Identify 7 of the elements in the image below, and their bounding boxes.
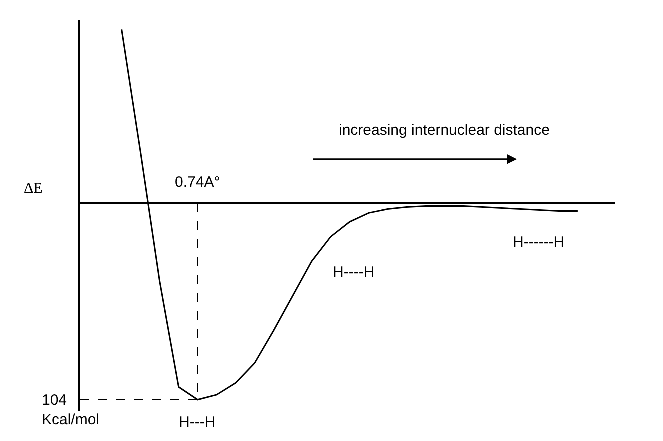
- text: H---H: [179, 414, 216, 431]
- annotation: H----H: [333, 264, 375, 281]
- annotation: 0.74A°: [175, 174, 220, 191]
- annotation: H------H: [513, 234, 565, 251]
- y-axis-title: ΔE: [24, 181, 43, 197]
- annotation: increasing internuclear distance: [339, 122, 550, 139]
- ref-line-label: 104 Kcal/mol: [42, 392, 100, 428]
